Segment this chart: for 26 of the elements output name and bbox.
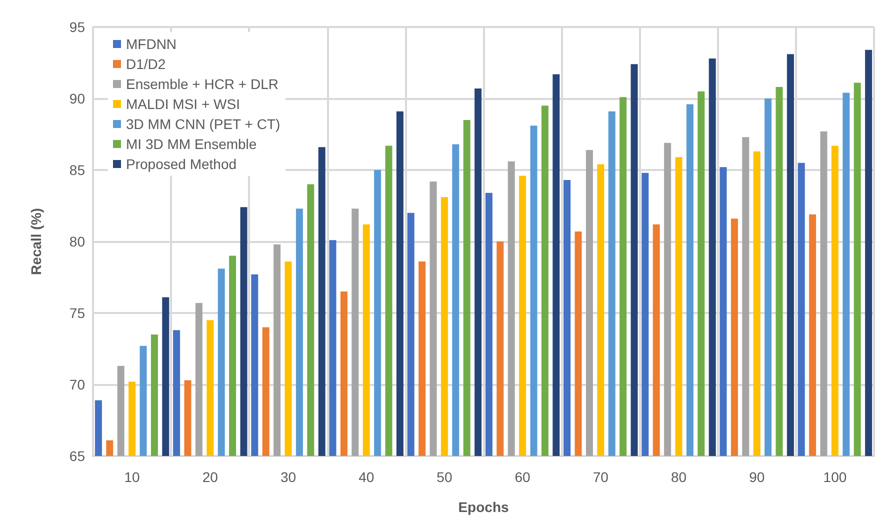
legend-label: MALDI MSI + WSI (126, 96, 240, 112)
y-axis-title: Recall (%) (28, 208, 44, 275)
x-tick-label: 100 (823, 469, 847, 485)
x-tick-label: 20 (202, 469, 218, 485)
y-tick-label: 65 (69, 448, 86, 464)
legend-label: D1/D2 (126, 56, 166, 72)
legend-label: MI 3D MM Ensemble (126, 136, 257, 152)
y-tick-label: 95 (69, 19, 86, 35)
x-tick-label: 30 (280, 469, 296, 485)
legend-label: Ensemble + HCR + DLR (126, 76, 279, 92)
x-axis-title: Epochs (458, 499, 509, 515)
legend-label: 3D MM CNN (PET + CT) (126, 116, 280, 132)
legend-label: Proposed Method (126, 156, 237, 172)
y-tick-label: 75 (69, 305, 86, 321)
y-tick-label: 80 (69, 234, 86, 250)
x-tick-label: 60 (514, 469, 531, 485)
x-tick-label: 90 (749, 469, 765, 485)
x-tick-label: 80 (670, 469, 687, 485)
x-tick-label: 10 (124, 469, 140, 485)
y-tick-label: 85 (69, 162, 86, 178)
legend-label: MFDNN (126, 36, 177, 52)
x-tick-label: 40 (358, 469, 374, 485)
x-tick-label: 70 (592, 469, 609, 485)
y-tick-label: 70 (69, 376, 86, 392)
y-tick-label: 90 (69, 90, 86, 106)
x-tick-label: 50 (436, 469, 452, 485)
